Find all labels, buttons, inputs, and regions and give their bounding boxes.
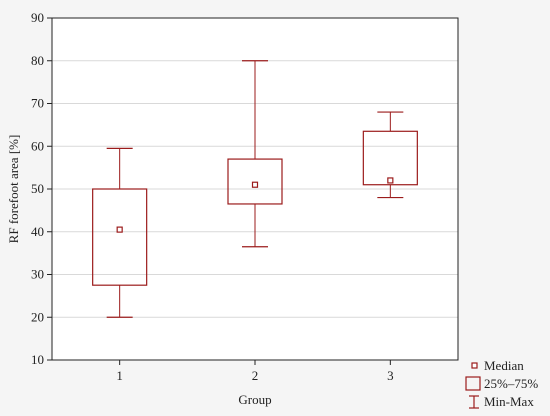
- box-group-2: [227, 60, 283, 248]
- iqr-box: [362, 130, 418, 186]
- box-group-1: [92, 147, 148, 318]
- x-tick-label: 3: [387, 368, 394, 383]
- median-marker: [116, 226, 123, 233]
- y-tick-label: 90: [31, 10, 44, 25]
- y-tick-label: 50: [31, 181, 44, 196]
- y-tick-label: 30: [31, 267, 44, 282]
- x-axis: 1 2 3: [116, 360, 394, 383]
- x-tick-label: 2: [252, 368, 259, 383]
- legend: Median 25%–75% Min-Max: [465, 358, 538, 409]
- legend-median-icon: [471, 362, 478, 369]
- legend-label: Min-Max: [484, 394, 534, 409]
- iqr-box: [227, 158, 283, 205]
- y-tick-label: 60: [31, 138, 44, 153]
- box-series: [92, 60, 418, 318]
- iqr-box: [92, 188, 148, 286]
- legend-label: 25%–75%: [484, 376, 538, 391]
- box-group-3: [362, 111, 418, 199]
- legend-label: Median: [484, 358, 524, 373]
- x-tick-label: 1: [116, 368, 123, 383]
- x-axis-title: Group: [238, 392, 271, 407]
- median-marker: [387, 177, 394, 184]
- y-tick-label: 20: [31, 309, 44, 324]
- legend-box-icon: [465, 376, 481, 391]
- y-tick-label: 70: [31, 96, 44, 111]
- y-tick-label: 10: [31, 352, 44, 367]
- median-marker: [251, 181, 259, 188]
- plot-frame: [51, 17, 459, 361]
- y-axis-title: RF forefoot area [%]: [6, 135, 21, 244]
- y-axis: 10 20 30 40 50 60 70 80 90: [31, 10, 52, 367]
- y-tick-label: 80: [31, 53, 44, 68]
- y-tick-label: 40: [31, 224, 44, 239]
